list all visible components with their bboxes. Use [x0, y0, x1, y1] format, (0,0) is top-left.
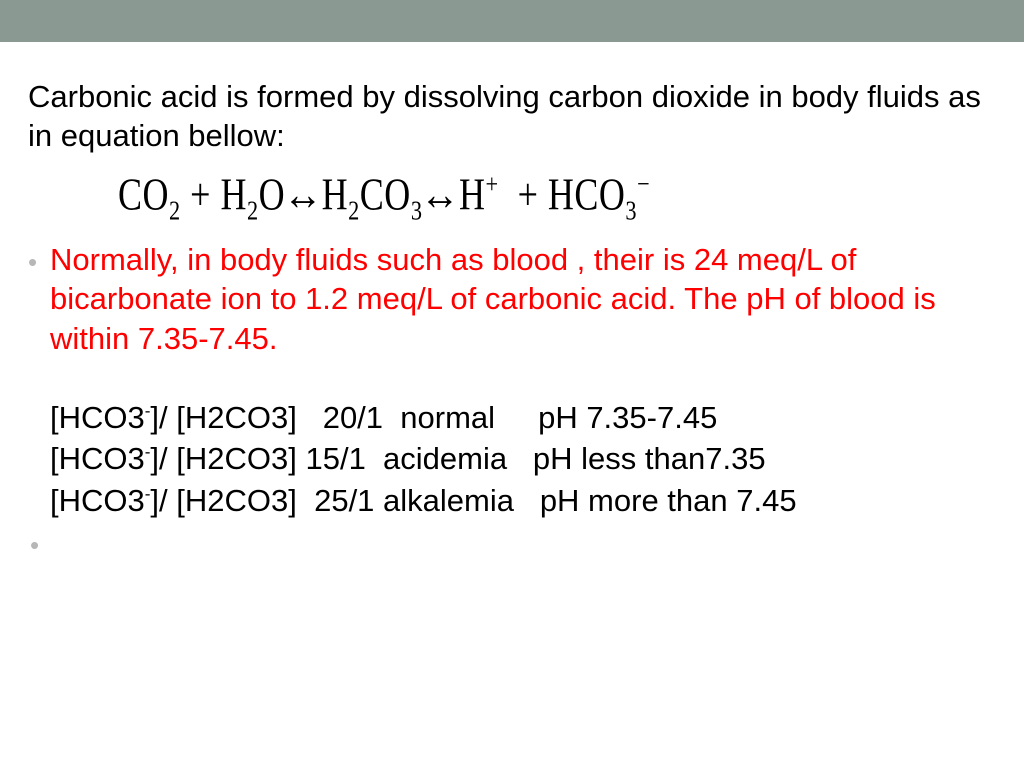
intro-paragraph: Carbonic acid is formed by dissolving ca…	[28, 78, 996, 156]
ratio-lhs: [HCO3-]/ [H2CO3]	[50, 483, 297, 518]
ratio-rest: 15/1 acidemia pH less than7.35	[297, 441, 766, 476]
highlight-bullet-row: • Normally, in body fluids such as blood…	[28, 240, 996, 359]
empty-bullet-dot-icon: •	[28, 522, 996, 561]
bullet-dot-icon: •	[28, 240, 50, 280]
spacer	[28, 359, 996, 397]
ratio-line-normal: [HCO3-]/ [H2CO3] 20/1 normal pH 7.35-7.4…	[28, 397, 996, 439]
ratio-line-acidemia: [HCO3-]/ [H2CO3] 15/1 acidemia pH less t…	[28, 438, 996, 480]
ratio-line-alkalemia: [HCO3-]/ [H2CO3] 25/1 alkalemia pH more …	[28, 480, 996, 522]
ratio-rest: 25/1 alkalemia pH more than 7.45	[297, 483, 797, 518]
highlight-paragraph: Normally, in body fluids such as blood ,…	[50, 240, 996, 359]
slide-content: Carbonic acid is formed by dissolving ca…	[0, 42, 1024, 561]
ratio-lhs: [HCO3-]/ [H2CO3]	[50, 400, 297, 435]
ratio-rest: 20/1 normal pH 7.35-7.45	[297, 400, 717, 435]
ratio-lhs: [HCO3-]/ [H2CO3]	[50, 441, 297, 476]
chemical-equation: CO2 + H2O↔H2CO3↔H+ + HCO3−	[28, 168, 996, 221]
slide-top-accent-bar	[0, 0, 1024, 42]
